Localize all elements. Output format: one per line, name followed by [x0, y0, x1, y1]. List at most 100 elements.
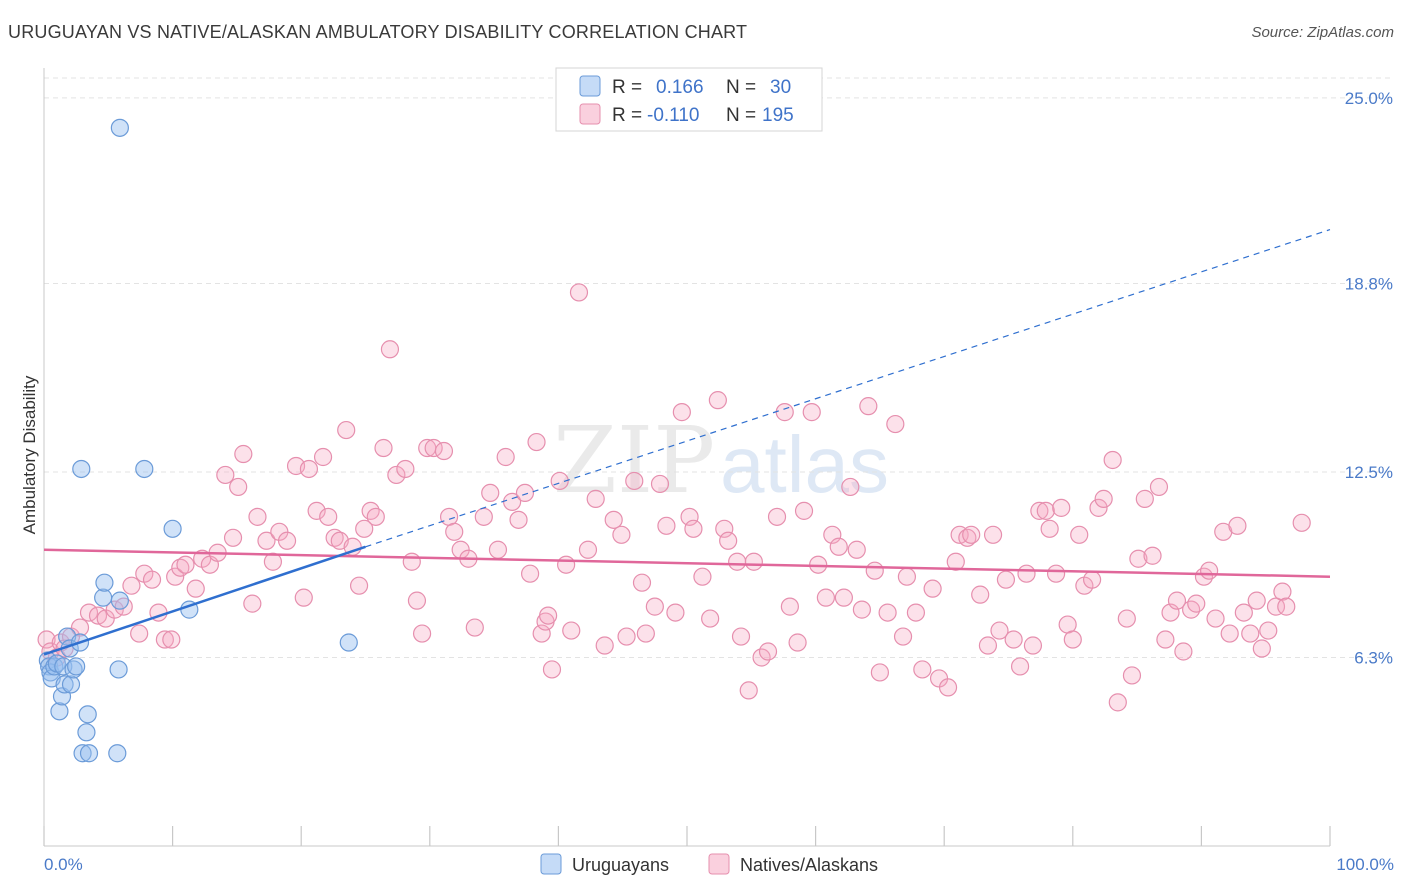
- native-alaskan-point: [1200, 561, 1219, 580]
- native-alaskan-point: [1292, 513, 1311, 532]
- native-alaskan-point: [1129, 549, 1148, 568]
- native-alaskan-point: [496, 447, 515, 467]
- native-alaskan-point: [923, 579, 942, 598]
- native-alaskan-point: [693, 567, 712, 586]
- native-alaskan-point: [562, 621, 581, 640]
- native-alaskan-point: [349, 576, 369, 595]
- uruguayan-point: [54, 657, 73, 676]
- native-alaskan-point: [906, 603, 926, 622]
- stats-legend: R = 0.166 N = 30 R = -0.110 N = 195: [555, 67, 823, 132]
- native-alaskan-point: [775, 403, 794, 422]
- uruguayan-point: [64, 660, 83, 679]
- native-alaskan-point: [744, 552, 763, 571]
- legend-swatch-blue: [579, 75, 601, 97]
- uruguayan-point: [72, 459, 91, 479]
- native-alaskan-point: [1174, 642, 1193, 661]
- legend-r-value-2: -0.110: [647, 105, 699, 126]
- native-alaskan-point: [257, 531, 276, 550]
- uruguayan-point: [77, 723, 96, 742]
- native-alaskan-point: [1247, 591, 1266, 610]
- native-alaskan-point: [319, 507, 338, 526]
- uruguayan-point: [135, 459, 154, 479]
- source-credit: Source: ZipAtlas.com: [1251, 24, 1394, 41]
- legend-swatch-pink: [579, 103, 601, 125]
- uruguayan-point: [73, 744, 92, 763]
- native-alaskan-point: [870, 663, 890, 682]
- watermark-atlas: atlas: [720, 420, 889, 509]
- native-alaskan-point: [474, 507, 493, 526]
- trend-line-natives: [43, 548, 1331, 578]
- native-alaskan-point: [816, 588, 835, 607]
- native-alaskan-point: [1220, 624, 1239, 643]
- native-alaskan-point: [155, 630, 174, 649]
- native-alaskan-point: [186, 579, 205, 598]
- native-alaskan-point: [946, 552, 965, 571]
- native-alaskan-point: [532, 624, 551, 643]
- native-alaskan-point: [886, 414, 905, 434]
- native-alaskan-point: [604, 510, 623, 529]
- native-alaskan-point: [557, 555, 576, 574]
- series-legend-uruguayans: Uruguayans: [572, 855, 669, 875]
- native-alaskan-point: [657, 516, 676, 535]
- x-axis-ticks: [43, 826, 1331, 846]
- native-alaskan-point: [465, 618, 484, 637]
- native-alaskan-point: [1194, 567, 1214, 586]
- native-alaskan-point: [978, 636, 998, 655]
- native-alaskan-point: [550, 471, 569, 491]
- native-alaskan-point: [1187, 594, 1206, 613]
- trend-line-uruguayans-extension: [365, 229, 1331, 548]
- native-alaskan-point: [407, 591, 427, 610]
- legend-n-label-1: N =: [726, 77, 756, 98]
- native-alaskan-point: [434, 441, 454, 461]
- native-alaskan-point: [632, 573, 652, 592]
- native-alaskan-point: [1040, 519, 1059, 538]
- native-alaskan-point: [1234, 603, 1253, 622]
- native-alaskan-point: [1017, 564, 1036, 583]
- uruguayan-point: [94, 588, 113, 607]
- x-tick-label-max: 100.0%: [1336, 855, 1394, 874]
- native-alaskan-point: [1182, 600, 1201, 619]
- native-alaskan-point: [794, 501, 814, 520]
- y-tick-label: 12.5%: [1345, 463, 1393, 482]
- native-alaskan-point: [1089, 498, 1108, 517]
- native-alaskan-point: [625, 471, 644, 491]
- native-alaskan-point: [684, 519, 703, 538]
- native-alaskan-point: [481, 483, 500, 503]
- uruguayan-point: [50, 702, 69, 721]
- native-alaskan-point: [229, 477, 248, 497]
- native-alaskan-point: [893, 627, 913, 646]
- native-alaskan-point: [672, 403, 691, 422]
- native-alaskan-point: [223, 528, 243, 547]
- native-alaskan-point: [216, 465, 235, 485]
- gridlines: [44, 77, 1394, 658]
- native-alaskan-point: [1149, 477, 1169, 497]
- native-alaskan-point: [612, 525, 631, 544]
- native-alaskan-point: [650, 474, 670, 494]
- native-alaskan-point: [938, 678, 958, 697]
- native-alaskan-point: [1030, 501, 1049, 520]
- native-alaskan-point: [277, 531, 297, 550]
- y-tick-labels: 6.3% 12.5% 18.8% 25.0%: [1345, 89, 1393, 668]
- native-alaskan-point: [1094, 489, 1113, 508]
- native-alaskan-point: [337, 420, 356, 440]
- native-alaskan-point: [527, 432, 546, 452]
- native-alaskan-point: [1156, 630, 1175, 649]
- chart-title: URUGUAYAN VS NATIVE/ALASKAN AMBULATORY D…: [8, 22, 748, 42]
- series-legend-swatch-natives: [708, 853, 730, 875]
- native-alaskan-point: [521, 564, 540, 583]
- native-alaskan-point: [636, 624, 655, 643]
- uruguayan-point: [109, 660, 128, 679]
- x-tick-label-min: 0.0%: [44, 855, 83, 874]
- native-alaskan-point: [971, 585, 990, 604]
- legend-n-value-2: 195: [762, 105, 794, 126]
- native-alaskan-point: [865, 561, 884, 580]
- native-alaskan-point: [248, 507, 267, 526]
- native-alaskan-point: [1167, 591, 1187, 610]
- native-alaskan-point: [1036, 501, 1055, 520]
- native-alaskan-point: [569, 283, 589, 302]
- native-alaskan-point: [666, 603, 685, 622]
- native-alaskan-point: [1206, 609, 1225, 628]
- legend-r-label-1: R =: [612, 77, 642, 98]
- native-alaskan-point: [1052, 498, 1071, 517]
